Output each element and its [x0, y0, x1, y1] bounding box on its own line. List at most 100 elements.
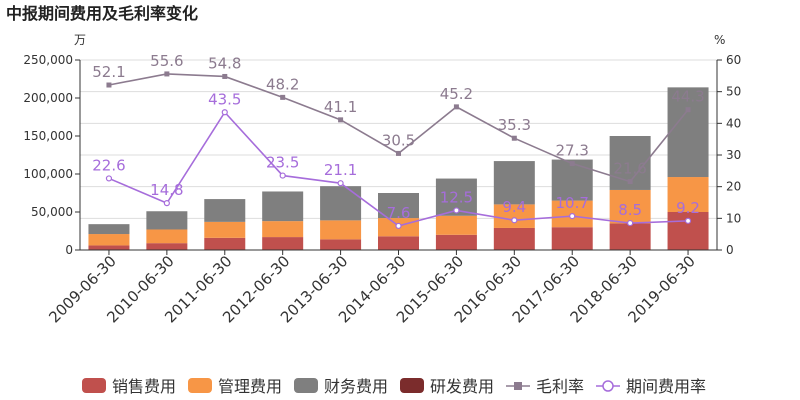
- data-label: 55.6: [150, 52, 183, 70]
- line-point: [511, 135, 517, 141]
- data-label: 12.5: [440, 188, 473, 206]
- data-label: 41.1: [324, 98, 357, 116]
- line-point: [106, 82, 112, 88]
- left-tick-label: 50,000: [31, 205, 73, 219]
- bar-segment: [204, 237, 246, 250]
- bar-segment: [609, 189, 651, 224]
- line-point: [105, 175, 113, 182]
- left-tick-label: 100,000: [23, 167, 73, 181]
- line-point: [338, 117, 344, 123]
- data-label: 27.3: [556, 142, 589, 160]
- bar-segment: [146, 229, 188, 244]
- legend-swatch: [188, 378, 212, 393]
- legend-swatch: [294, 378, 318, 393]
- line-point: [279, 172, 286, 179]
- legend-label: 财务费用: [324, 377, 388, 396]
- bar-segment: [320, 220, 362, 240]
- bar-segment: [493, 161, 535, 205]
- right-tick-label: 20: [726, 180, 741, 194]
- line-point: [511, 217, 518, 224]
- bar-segment: [320, 186, 362, 221]
- right-tick-label: 40: [726, 116, 741, 130]
- line-point: [453, 104, 459, 110]
- data-label: 14.8: [150, 181, 183, 199]
- line-point: [221, 109, 228, 116]
- legend-item: 期间费用率: [596, 377, 706, 396]
- legend-label: 毛利率: [536, 377, 584, 396]
- data-label: 21.6: [613, 160, 646, 178]
- bar-segment: [667, 212, 709, 250]
- bar-segment: [667, 177, 709, 212]
- legend-label: 管理费用: [218, 377, 282, 396]
- data-label: 52.1: [92, 63, 125, 81]
- legend-swatch: [400, 378, 424, 393]
- bar-group: [88, 87, 709, 250]
- left-tick-label: 150,000: [23, 129, 73, 143]
- line-point: [163, 200, 170, 207]
- data-label: 30.5: [382, 131, 415, 149]
- bar-segment: [435, 215, 477, 235]
- bar-segment: [493, 227, 535, 250]
- legend-marker: [514, 382, 522, 390]
- chart-title: 中报期间费用及毛利率变化: [6, 4, 198, 23]
- data-label: 44.3: [671, 88, 704, 106]
- line-point: [627, 219, 634, 227]
- data-label: 22.6: [92, 156, 125, 174]
- bar-segment: [435, 234, 477, 250]
- data-label: 54.8: [208, 54, 241, 72]
- data-label: 48.2: [266, 75, 299, 93]
- line-point: [627, 179, 633, 185]
- legend-item: 销售费用: [82, 377, 176, 396]
- right-tick-label: 30: [726, 148, 741, 162]
- data-label: 45.2: [440, 85, 473, 103]
- left-axis-unit: 万: [74, 33, 86, 47]
- data-label: 8.5: [618, 201, 642, 219]
- data-label: 10.7: [556, 194, 589, 212]
- line-point: [569, 161, 575, 167]
- data-label: 43.5: [208, 90, 241, 108]
- line-point: [396, 150, 401, 156]
- left-tick-label: 200,000: [23, 91, 73, 105]
- bar-segment: [204, 221, 246, 238]
- bar-segment: [551, 159, 593, 201]
- bar-segment: [667, 87, 709, 178]
- line-group: 52.1 55.6 54.8 48.2 41.1 30.5 45.2 35.3 27.3 21.6…: [92, 52, 705, 230]
- line-point: [684, 217, 692, 224]
- legend-item: 管理费用: [188, 377, 282, 396]
- data-label: 23.5: [266, 154, 299, 172]
- right-tick-label: 10: [726, 211, 741, 225]
- line-point: [222, 73, 228, 79]
- data-label: 21.1: [324, 161, 357, 179]
- bar-segment: [262, 191, 304, 222]
- legend-label: 销售费用: [112, 377, 176, 396]
- bar-segment: [88, 224, 130, 235]
- right-tick-label: 0: [726, 243, 734, 257]
- legend-item: 毛利率: [506, 377, 584, 396]
- line-point: [395, 222, 402, 230]
- data-label: 9.2: [676, 199, 700, 217]
- bar-segment: [609, 223, 651, 250]
- line-point: [685, 107, 691, 113]
- bar-segment: [262, 221, 304, 238]
- bar-segment: [493, 204, 535, 228]
- line-point: [569, 213, 576, 220]
- bar-segment: [146, 243, 188, 250]
- line-point: [453, 207, 460, 214]
- line-point: [164, 71, 170, 77]
- series-line: [108, 73, 689, 183]
- right-tick-label: 50: [726, 85, 741, 99]
- legend-marker: [602, 380, 614, 392]
- bar-segment: [88, 234, 130, 246]
- bar-segment: [320, 239, 362, 250]
- legend: 销售费用 管理费用 财务费用 研发费用 毛利率 期间费用率: [82, 377, 706, 396]
- legend-item: 研发费用: [400, 377, 494, 396]
- right-tick-label: 60: [726, 53, 741, 67]
- bar-segment: [88, 245, 130, 250]
- data-label: 35.3: [498, 116, 531, 134]
- legend-label: 期间费用率: [626, 377, 706, 396]
- legend-item: 财务费用: [294, 377, 388, 396]
- bar-segment: [262, 237, 304, 250]
- bar-segment: [146, 211, 188, 230]
- line-point: [337, 180, 344, 187]
